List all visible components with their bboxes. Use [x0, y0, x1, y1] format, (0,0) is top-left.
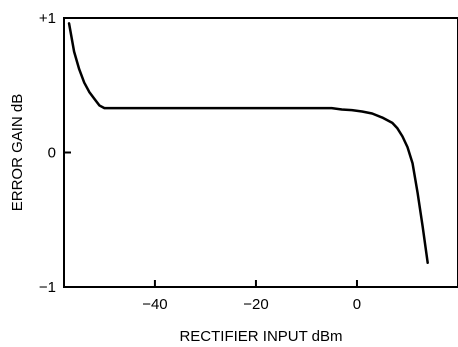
y-tick-label: +1	[39, 10, 56, 27]
y-tick-label: 0	[48, 145, 56, 162]
plot-area: +1 0 −1 −40 −20 0	[39, 10, 458, 313]
series-line	[67, 22, 429, 265]
y-tick-label: −1	[39, 279, 56, 296]
x-tick-label: −20	[243, 296, 268, 313]
x-tick-label: 0	[353, 296, 361, 313]
x-axis-label: RECTIFIER INPUT dBm	[179, 328, 342, 345]
y-axis-label: ERROR GAIN dB	[9, 94, 26, 212]
plot-frame	[63, 17, 458, 288]
x-tick-label: −40	[142, 296, 167, 313]
x-axis-ticks: −40 −20 0	[142, 280, 361, 313]
y-axis-ticks: +1 0 −1	[39, 10, 71, 296]
